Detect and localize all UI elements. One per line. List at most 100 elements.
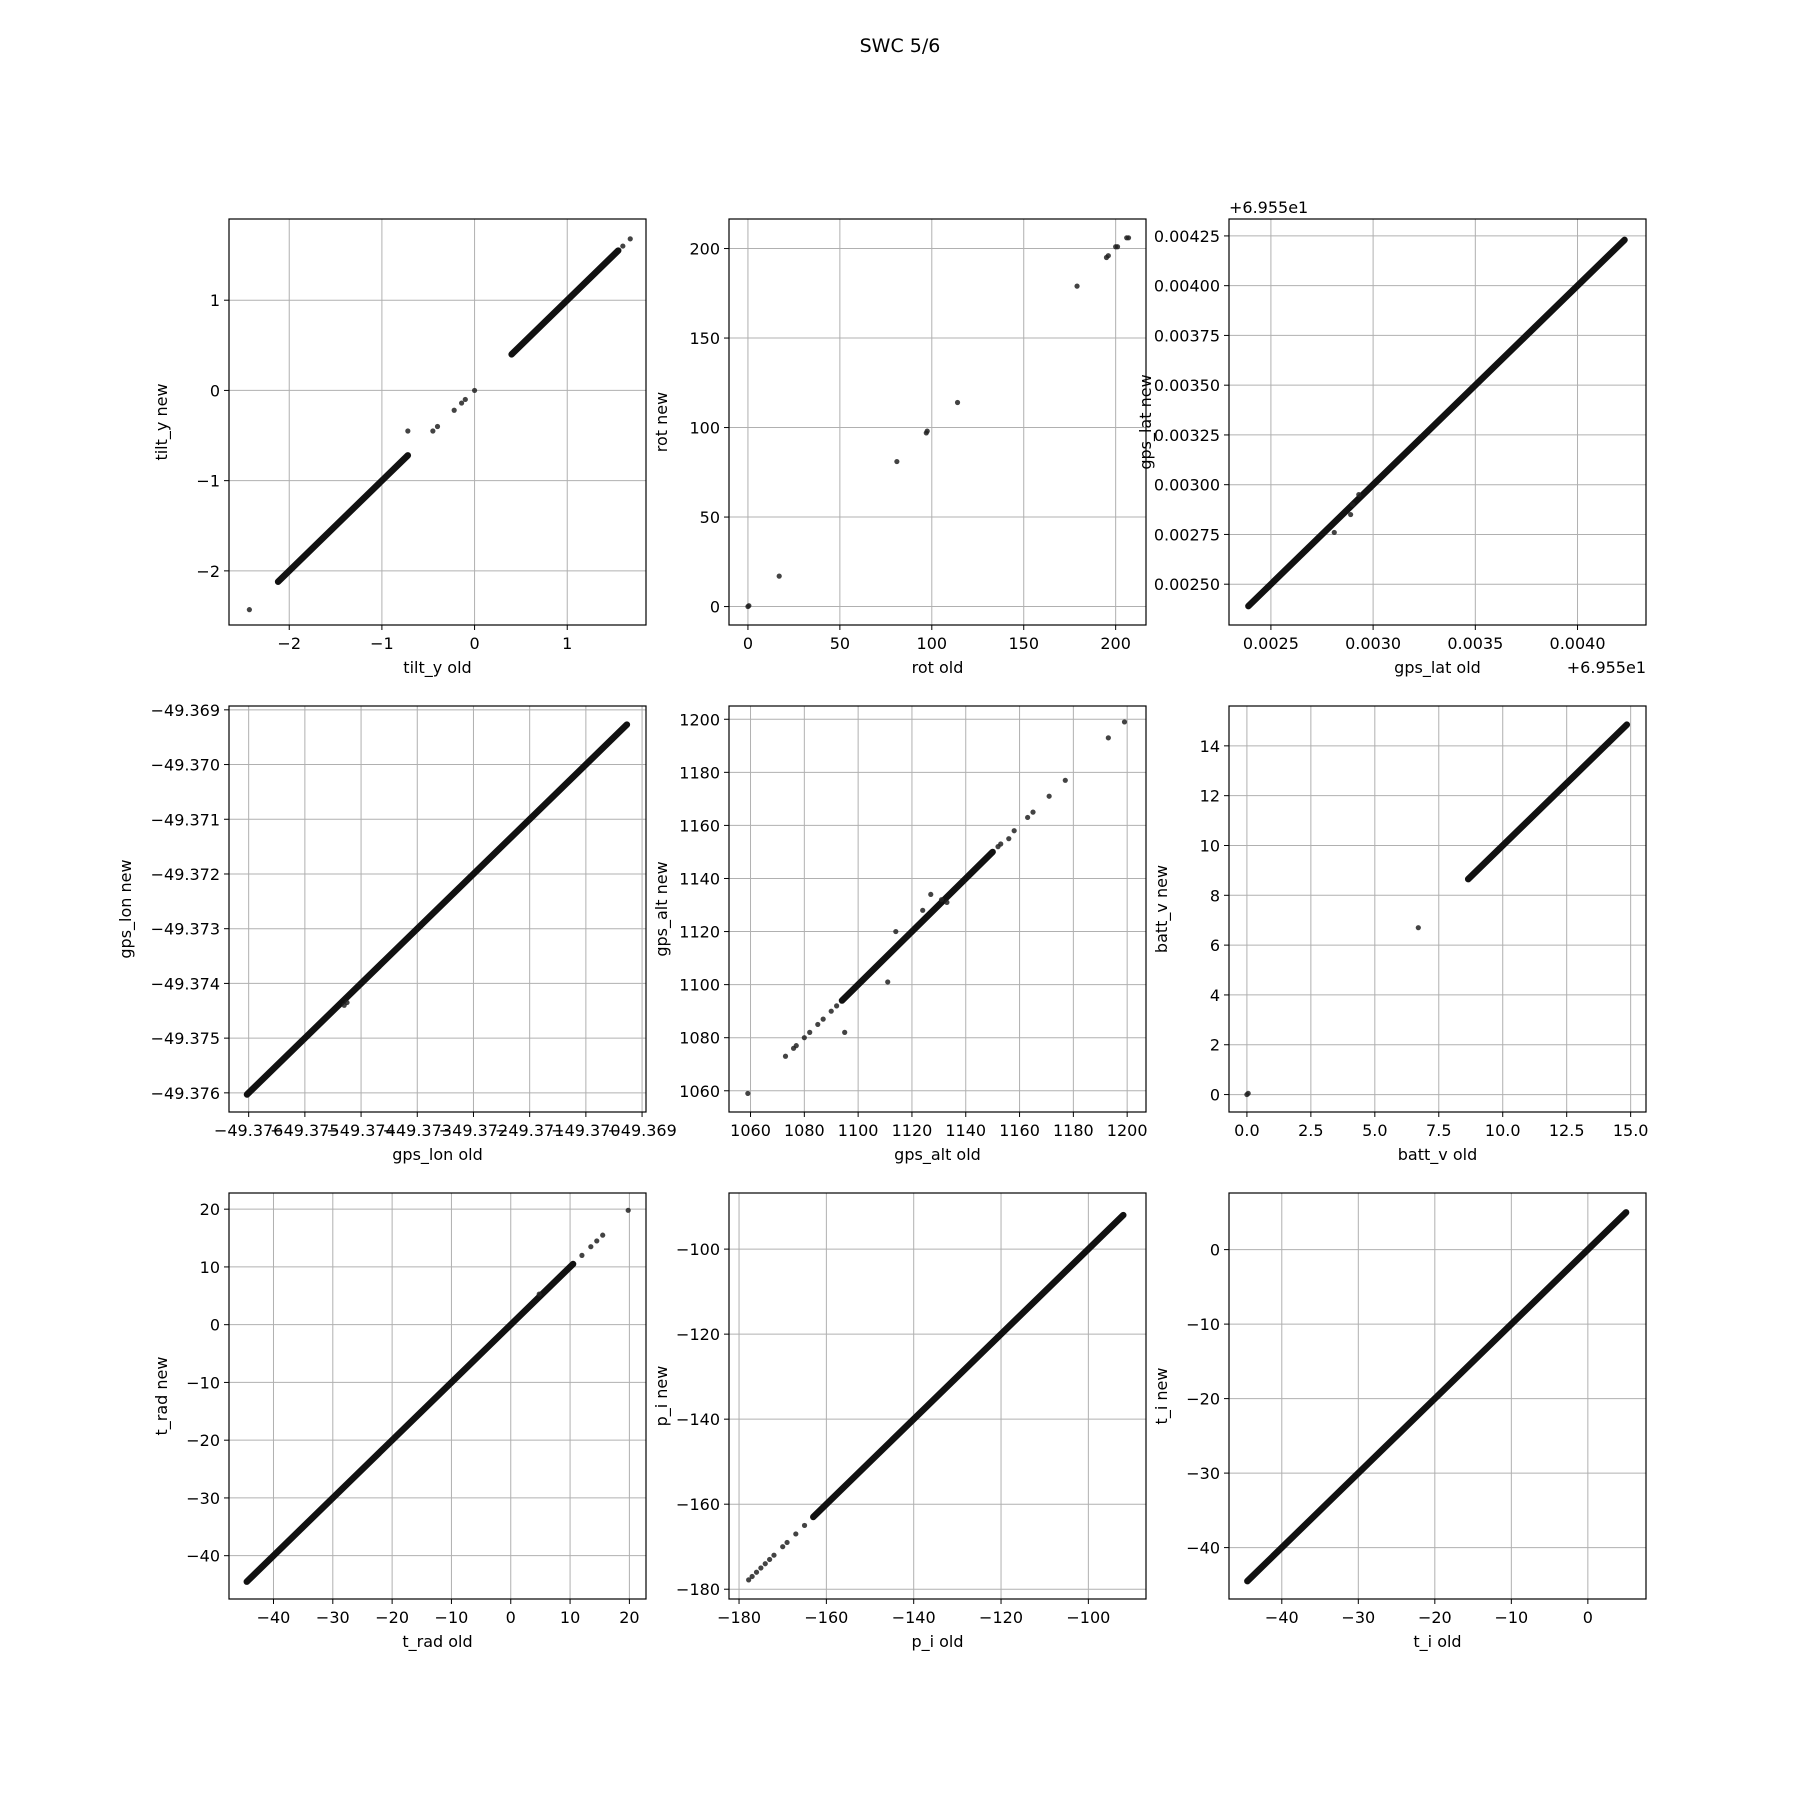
y-tick-label: −10 (1186, 1315, 1220, 1334)
x-tick-label: −20 (1418, 1608, 1452, 1627)
data-point (1030, 809, 1036, 815)
y-tick-label: 200 (689, 240, 720, 259)
y-tick-label: −49.375 (151, 1029, 220, 1048)
scatter-panel: −40 −30 −20 −10 0 −40 −30 −20 −10 0 t_i old t_i new (1152, 1192, 1647, 1652)
y-axis-label: gps_lon new (116, 859, 136, 958)
x-tick-label: −20 (375, 1608, 409, 1627)
data-point (828, 1008, 834, 1014)
y-axis-label: batt_v new (1152, 865, 1172, 953)
data-point (451, 407, 457, 413)
y-tick-label: 0.00250 (1154, 575, 1220, 594)
data-point (434, 423, 441, 430)
data-point (776, 573, 782, 579)
x-tick-label: 7.5 (1426, 1121, 1451, 1140)
data-point (430, 428, 436, 434)
data-point (746, 1577, 752, 1583)
data-point (625, 1207, 631, 1213)
x-tick-label: 0.0040 (1550, 634, 1606, 653)
y-tick-label: 1100 (679, 976, 720, 995)
data-point (842, 1029, 848, 1035)
data-point (1074, 283, 1080, 289)
x-tick-label: 1200 (1107, 1121, 1148, 1140)
y-tick-label: −1 (196, 472, 220, 491)
data-point (834, 1003, 840, 1009)
data-point (588, 1244, 594, 1250)
y-tick-label: 0.00325 (1154, 426, 1220, 445)
axes-frame (728, 1192, 1147, 1600)
y-axis-label: gps_lat new (1136, 374, 1156, 469)
data-point (938, 897, 945, 903)
data-point (405, 428, 411, 434)
data-point (793, 1043, 799, 1049)
data-point (815, 1021, 821, 1028)
x-tick-label: −30 (316, 1608, 350, 1627)
data-point (928, 891, 934, 898)
scatter-panel: −180 −160 −140 −120 −100 −180 −160 −140 −120 −100… (652, 1192, 1147, 1652)
data-point-run (508, 247, 622, 358)
data-point-run (838, 848, 996, 1004)
data-marks (1244, 721, 1631, 1098)
y-tick-label: 4 (1210, 986, 1220, 1005)
y-tick-label: −20 (186, 1431, 220, 1450)
data-point (767, 1556, 773, 1563)
y-tick-label: 1060 (679, 1082, 720, 1101)
data-point (1046, 793, 1052, 799)
x-offset-text: +6.955e1 (1567, 658, 1646, 677)
x-tick-label: 0.0030 (1345, 634, 1401, 653)
y-tick-label: 10 (1200, 836, 1220, 855)
x-tick-label: −49.370 (551, 1121, 620, 1140)
scatter-panel: −40 −30 −20 −10 0 10 20 −40 −30 −20 −10 0 10 20 t_rad … (152, 1192, 647, 1652)
y-tick-label: 0 (1210, 1241, 1220, 1260)
x-tick-label: −49.369 (607, 1121, 676, 1140)
y-axis-label: tilt_y new (152, 383, 172, 460)
data-point (536, 1291, 542, 1297)
data-point (458, 400, 465, 406)
data-marks (243, 721, 631, 1098)
data-point (600, 1232, 606, 1238)
x-tick-label: −180 (717, 1608, 761, 1627)
scatter-panel: −2 −1 0 1 −2 −1 0 1 tilt_y old tilt_y new (152, 218, 647, 678)
y-tick-label: 0.00400 (1154, 277, 1220, 296)
x-tick-label: 5.0 (1362, 1121, 1387, 1140)
y-offset-text: +6.955e1 (1229, 198, 1308, 217)
x-tick-label: 20 (619, 1608, 639, 1627)
scatter-panel: 1060 1080 1100 1120 1140 1160 1180 1200 1060 1080… (652, 705, 1148, 1165)
data-point (1125, 235, 1132, 241)
x-tick-label: 12.5 (1549, 1121, 1585, 1140)
axes-frame (1228, 705, 1647, 1113)
y-tick-label: −10 (186, 1373, 220, 1392)
x-tick-label: 0.0035 (1447, 634, 1503, 653)
x-axis-label: gps_lat old (1394, 658, 1481, 678)
x-axis-label: gps_lon old (392, 1145, 483, 1165)
data-point (1105, 253, 1111, 259)
data-point-run (243, 1260, 577, 1585)
x-tick-label: −1 (370, 634, 394, 653)
data-point (782, 1053, 789, 1059)
data-point-run (1464, 721, 1631, 883)
y-tick-label: 1140 (679, 869, 720, 888)
data-point (954, 399, 961, 406)
y-tick-label: 0 (710, 598, 720, 617)
data-point (1105, 735, 1111, 741)
x-tick-label: 1060 (730, 1121, 771, 1140)
data-point (749, 1573, 755, 1580)
y-tick-label: 100 (689, 419, 720, 438)
y-tick-label: 2 (1210, 1036, 1220, 1055)
x-tick-label: 1120 (892, 1121, 933, 1140)
data-point (746, 603, 752, 609)
data-point (341, 1002, 347, 1008)
data-point (894, 458, 900, 465)
y-tick-label: −40 (1186, 1539, 1220, 1558)
y-axis-label: gps_alt new (652, 861, 672, 956)
y-tick-label: 0 (1210, 1086, 1220, 1105)
y-tick-label: −40 (186, 1547, 220, 1566)
x-tick-label: 1180 (1053, 1121, 1094, 1140)
scatter-panel: 0 50 100 150 200 0 50 100 150 200 rot old rot new (652, 218, 1147, 677)
data-point (924, 428, 930, 434)
axes-frame (728, 218, 1147, 626)
data-point (1245, 1090, 1251, 1096)
data-point (1006, 836, 1012, 842)
data-point (944, 899, 950, 905)
data-marks (243, 1207, 631, 1585)
